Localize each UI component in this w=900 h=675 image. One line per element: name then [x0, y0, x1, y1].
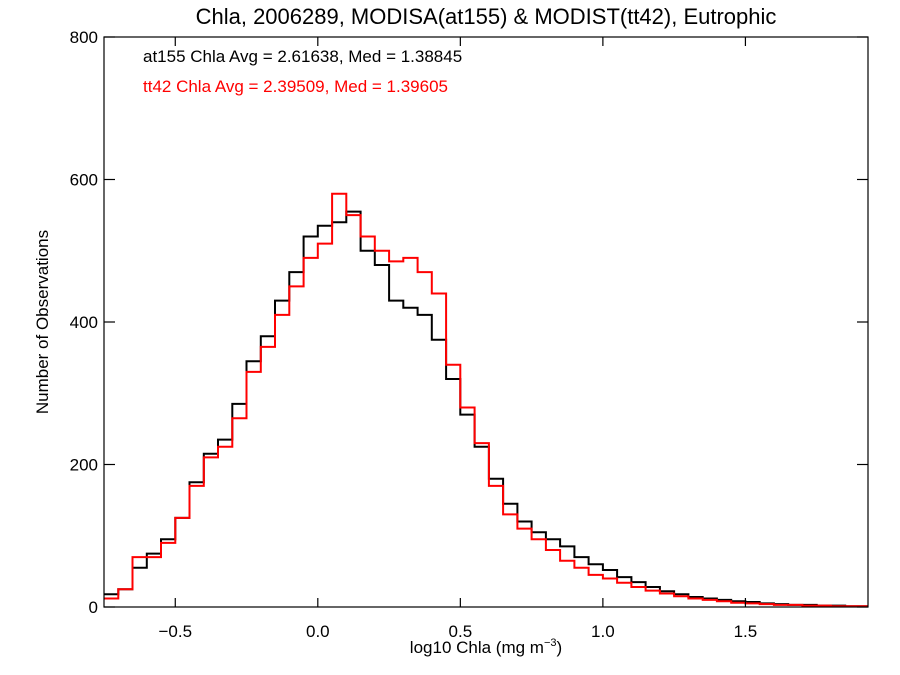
- series-at155-histogram: [104, 210, 868, 608]
- x-tick-label: −0.5: [158, 622, 192, 641]
- y-tick-label: 800: [70, 28, 98, 47]
- x-tick-label: 0.0: [306, 622, 330, 641]
- y-tick-label: 400: [70, 313, 98, 332]
- annotation-at155: at155 Chla Avg = 2.61638, Med = 1.38845: [143, 47, 462, 66]
- y-tick-label: 0: [89, 598, 98, 617]
- x-tick-label: 1.5: [734, 622, 758, 641]
- y-tick-label: 600: [70, 171, 98, 190]
- x-axis-label: log10 Chla (mg m−3): [410, 637, 562, 657]
- x-axis-label-close: ): [557, 638, 563, 657]
- plot-area: −0.5 0.0 0.5 1.0 1.5 0 200 400 600 800: [70, 28, 869, 641]
- series-tt42-histogram: [104, 192, 868, 608]
- series-layer: [104, 192, 868, 608]
- x-axis-label-main: log10 Chla (mg m: [410, 638, 544, 657]
- y-tick-label: 200: [70, 456, 98, 475]
- x-axis-label-superscript: −3: [544, 637, 557, 649]
- y-axis-label: Number of Observations: [33, 230, 52, 414]
- plot-frame: [103, 36, 869, 608]
- annotation-tt42: tt42 Chla Avg = 2.39509, Med = 1.39605: [143, 77, 448, 96]
- x-tick-label: 1.0: [591, 622, 615, 641]
- chart-title: Chla, 2006289, MODISA(at155) & MODIST(tt…: [196, 4, 777, 29]
- ticks-layer: −0.5 0.0 0.5 1.0 1.5 0 200 400 600 800: [70, 28, 868, 641]
- x-tick-label: 0.5: [449, 622, 473, 641]
